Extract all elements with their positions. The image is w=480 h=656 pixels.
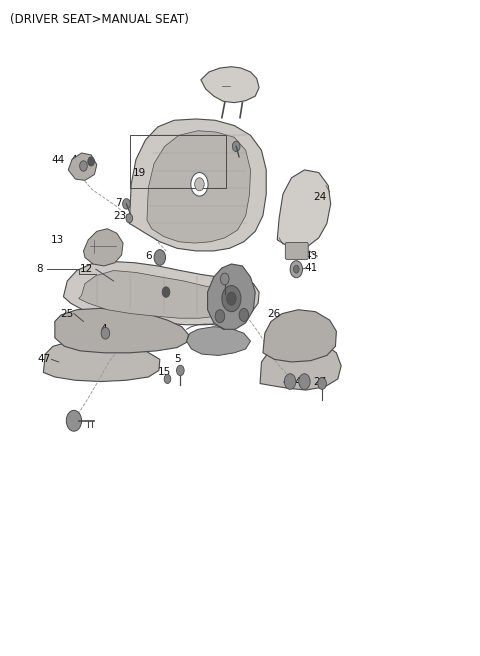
- Text: (DRIVER SEAT>MANUAL SEAT): (DRIVER SEAT>MANUAL SEAT): [10, 13, 189, 26]
- Text: 6: 6: [145, 251, 152, 261]
- Circle shape: [227, 292, 236, 305]
- Circle shape: [222, 285, 241, 312]
- Text: 22: 22: [164, 169, 178, 180]
- Text: 49: 49: [282, 377, 295, 386]
- Circle shape: [164, 375, 171, 384]
- Text: 41: 41: [304, 263, 317, 273]
- Text: 15: 15: [158, 367, 171, 377]
- Polygon shape: [63, 261, 259, 325]
- Text: 12: 12: [80, 264, 93, 274]
- Polygon shape: [84, 229, 123, 266]
- Circle shape: [284, 374, 296, 390]
- Text: 28: 28: [238, 83, 252, 92]
- Circle shape: [239, 308, 249, 321]
- Text: 44: 44: [51, 155, 64, 165]
- Circle shape: [195, 178, 204, 191]
- Text: 40: 40: [70, 155, 84, 165]
- Text: 7: 7: [115, 197, 121, 207]
- Polygon shape: [260, 340, 341, 390]
- Text: 24: 24: [313, 192, 327, 202]
- Circle shape: [293, 265, 299, 273]
- Polygon shape: [147, 131, 251, 243]
- Polygon shape: [207, 264, 255, 329]
- Polygon shape: [55, 308, 189, 353]
- Text: 19: 19: [133, 167, 146, 178]
- Text: 13: 13: [51, 235, 64, 245]
- Text: 26: 26: [268, 308, 281, 319]
- Text: 25: 25: [60, 308, 74, 319]
- Text: 8: 8: [36, 264, 43, 274]
- Polygon shape: [263, 310, 336, 362]
- Circle shape: [162, 287, 170, 297]
- Circle shape: [318, 378, 326, 390]
- Circle shape: [191, 173, 208, 196]
- Text: 3: 3: [221, 270, 228, 279]
- Circle shape: [177, 365, 184, 376]
- Bar: [130, 135, 226, 188]
- Circle shape: [290, 260, 302, 277]
- Circle shape: [66, 410, 82, 431]
- Circle shape: [232, 141, 240, 152]
- Text: 43: 43: [304, 251, 317, 261]
- Text: 14: 14: [215, 308, 228, 319]
- Polygon shape: [79, 270, 238, 318]
- Circle shape: [80, 161, 87, 171]
- Polygon shape: [187, 327, 251, 356]
- Text: 21: 21: [186, 155, 199, 165]
- Polygon shape: [277, 170, 331, 250]
- Text: 4: 4: [101, 324, 108, 335]
- Circle shape: [299, 374, 310, 390]
- Polygon shape: [68, 153, 97, 180]
- Text: 47: 47: [38, 354, 51, 364]
- Polygon shape: [129, 119, 266, 251]
- Circle shape: [220, 273, 229, 285]
- Circle shape: [122, 199, 130, 209]
- Circle shape: [215, 310, 225, 323]
- Text: 27: 27: [313, 377, 327, 386]
- Circle shape: [154, 250, 166, 265]
- Circle shape: [101, 327, 110, 339]
- Text: 5: 5: [174, 354, 180, 364]
- Polygon shape: [201, 67, 259, 102]
- Text: 20: 20: [190, 143, 203, 153]
- Circle shape: [88, 157, 95, 166]
- Text: 42: 42: [65, 416, 79, 426]
- Polygon shape: [43, 341, 160, 382]
- Text: 49: 49: [294, 377, 308, 386]
- FancyBboxPatch shape: [285, 243, 308, 259]
- Text: 23: 23: [113, 211, 126, 220]
- Circle shape: [126, 214, 132, 223]
